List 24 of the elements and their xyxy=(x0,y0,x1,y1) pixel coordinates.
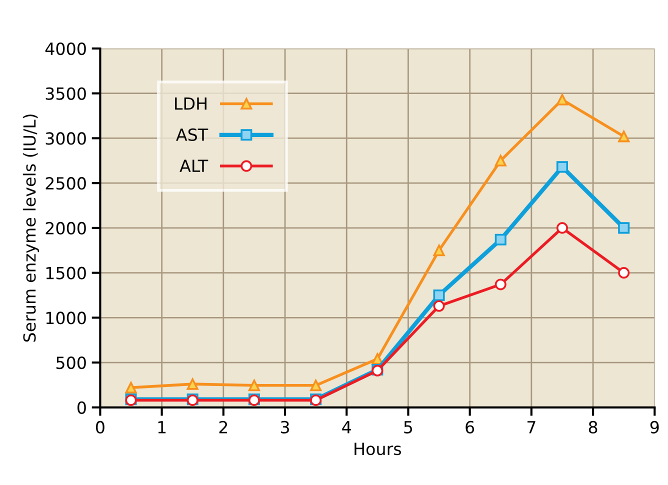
x-tick-label: 8 xyxy=(588,420,598,434)
x-tick-label: 2 xyxy=(219,420,228,434)
x-tick-label: 9 xyxy=(650,420,659,434)
x-tick-label: 7 xyxy=(527,421,536,434)
y-tick-label: 3000 xyxy=(46,132,86,145)
y-tick-label: 2000 xyxy=(46,222,86,235)
y-tick-label: 500 xyxy=(56,356,86,370)
x-tick-label: 6 xyxy=(466,420,474,434)
x-tick-label: 4 xyxy=(342,421,351,434)
legend-label: AST xyxy=(176,128,208,141)
x-tick-label: 1 xyxy=(158,421,166,434)
y-tick-label: 4000 xyxy=(45,42,86,56)
y-tick-label: 3500 xyxy=(46,87,86,100)
x-tick-label: 3 xyxy=(280,420,289,434)
y-axis-title: Serum enzyme levels (IU/L) xyxy=(22,114,40,342)
x-tick-label: 5 xyxy=(404,421,412,434)
y-tick-label: 2500 xyxy=(46,177,86,190)
legend-label: LDH xyxy=(175,97,206,110)
legend-label: ALT xyxy=(180,160,208,172)
y-tick-label: 1000 xyxy=(46,312,86,324)
x-axis-title: Hours xyxy=(354,442,402,456)
y-tick-label: 0 xyxy=(78,401,86,414)
x-tick-label: 0 xyxy=(96,420,104,434)
y-tick-label: 1500 xyxy=(46,266,86,280)
